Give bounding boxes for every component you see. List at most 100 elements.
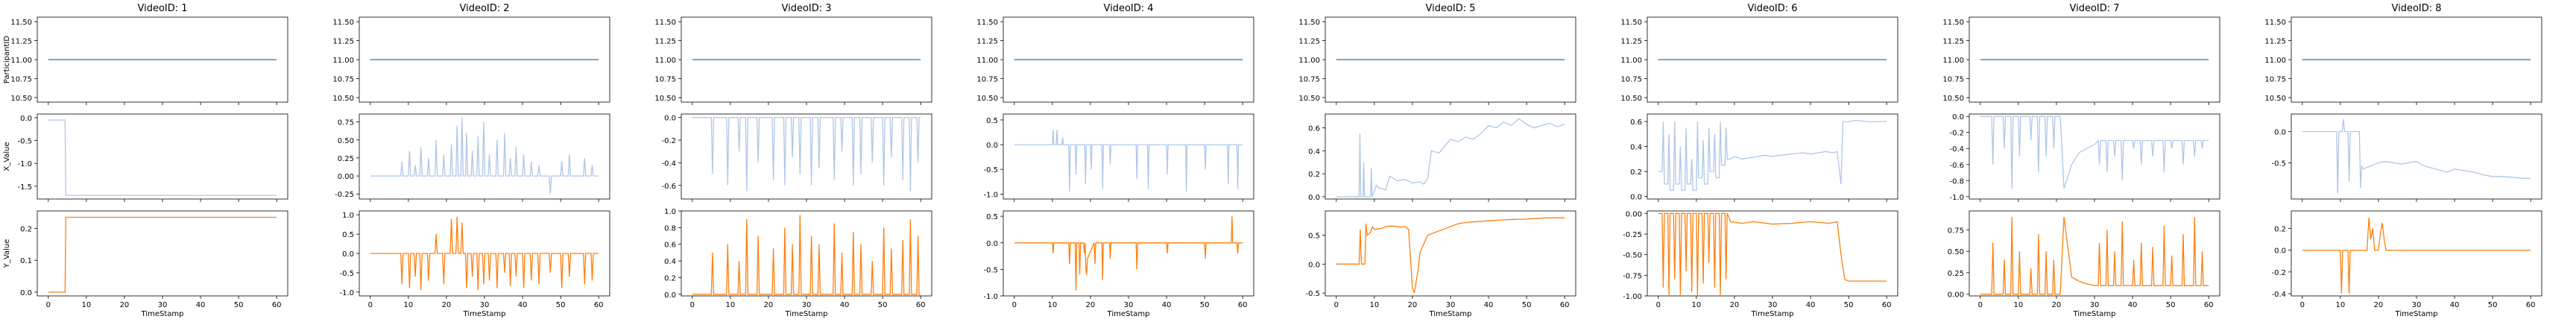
- x-tick-label: 60: [2526, 301, 2536, 309]
- subplot-column-7: VideoID: 7 10.50 10.75 11.00 11.25 11.50 -1.0 -…: [1942, 3, 2220, 318]
- subplot-title: VideoID: 3: [781, 3, 831, 14]
- series-line: [1980, 217, 2209, 295]
- subplot-column-1: VideoID: 1 10.50 10.75 11.00 11.25 11.50 Parti…: [3, 3, 288, 318]
- x-tick-label: 50: [1200, 301, 1210, 309]
- x-tick-label: 40: [840, 301, 850, 309]
- axes-frame: [681, 113, 932, 200]
- x-tick-label: 0: [690, 301, 695, 309]
- y-tick-label: 11.00: [1620, 57, 1642, 65]
- x-tick-label: 50: [1844, 301, 1854, 309]
- x-tick-label: 0: [368, 301, 373, 309]
- y-tick-label: 0.2: [2274, 225, 2286, 233]
- y-tick-label: 0.5: [986, 213, 998, 221]
- y-tick-label: 10.50: [332, 95, 354, 103]
- x-tick-label: 40: [1162, 301, 1172, 309]
- y-axis-label: Y_Value: [3, 239, 11, 269]
- y-tick-label: 0.0: [986, 240, 998, 248]
- y-tick-label: 11.50: [332, 19, 354, 27]
- axes-frame: [2291, 210, 2542, 297]
- y-tick-label: 11.00: [10, 57, 32, 65]
- y-tick-label: 11.25: [2264, 38, 2286, 46]
- x-tick-label: 50: [878, 301, 888, 309]
- y-tick-label: 10.75: [1298, 75, 1320, 83]
- y-tick-label: 11.25: [976, 38, 998, 46]
- y-tick-label: 11.25: [1620, 38, 1642, 46]
- subplot-column-5: VideoID: 5 10.50 10.75 11.00 11.25 11.50 0.0 0.…: [1298, 3, 1576, 318]
- y-tick-label: 0.00: [1948, 291, 1964, 300]
- series-line: [2302, 119, 2531, 195]
- y-tick-label: 0.6: [1630, 119, 1642, 127]
- y-tick-label: 0.75: [338, 119, 354, 127]
- y-tick-label: -0.4: [1949, 145, 1964, 154]
- x-axis-label: TimeStamp: [2073, 310, 2116, 318]
- subplot-column-2: VideoID: 2 10.50 10.75 11.00 11.25 11.50 -0.25…: [332, 3, 610, 318]
- y-tick-label: 0.4: [664, 258, 676, 266]
- y-tick-label: 11.25: [10, 38, 32, 46]
- series-line: [692, 215, 921, 295]
- y-tick-label: 10.75: [1942, 75, 1964, 83]
- x-tick-label: 0: [1012, 301, 1017, 309]
- y-tick-label: 10.50: [654, 95, 676, 103]
- y-tick-label: 0.6: [1308, 124, 1320, 133]
- y-tick-label: -0.4: [661, 160, 676, 168]
- y-tick-label: 10.75: [2264, 75, 2286, 83]
- y-tick-label: -1.0: [983, 293, 998, 301]
- x-tick-label: 40: [1484, 301, 1494, 309]
- y-tick-label: 10.75: [332, 75, 354, 83]
- series-line: [370, 116, 599, 195]
- y-tick-label: -0.5: [17, 138, 32, 146]
- x-tick-label: 20: [2374, 301, 2384, 309]
- y-tick-label: -0.5: [983, 266, 998, 274]
- x-tick-label: 10: [82, 301, 92, 309]
- series-line: [1336, 217, 1565, 294]
- x-tick-label: 20: [2052, 301, 2062, 309]
- x-tick-label: 40: [196, 301, 206, 309]
- y-tick-label: 11.00: [332, 57, 354, 65]
- y-tick-label: 11.00: [2264, 57, 2286, 65]
- y-tick-label: 0.25: [1948, 270, 1964, 278]
- y-tick-label: 11.50: [1942, 19, 1964, 27]
- x-tick-label: 60: [272, 301, 282, 309]
- x-tick-label: 0: [1334, 301, 1339, 309]
- y-tick-label: 1.0: [342, 212, 354, 220]
- y-tick-label: 10.50: [1298, 95, 1320, 103]
- y-tick-label: 0.0: [986, 142, 998, 150]
- x-tick-label: 60: [2204, 301, 2214, 309]
- y-tick-label: -0.25: [1623, 231, 1642, 239]
- y-tick-label: 0.50: [1948, 248, 1964, 256]
- subplot-title: VideoID: 1: [137, 3, 187, 14]
- y-tick-label: 10.75: [1620, 75, 1642, 83]
- subplot-title: VideoID: 4: [1103, 3, 1153, 14]
- y-tick-label: 11.00: [976, 57, 998, 65]
- y-tick-label: 11.25: [654, 38, 676, 46]
- axes-frame: [2291, 113, 2542, 200]
- y-tick-label: 0.0: [664, 291, 676, 300]
- y-tick-label: -0.2: [661, 137, 676, 145]
- x-tick-label: 40: [2128, 301, 2138, 309]
- x-axis-label: TimeStamp: [1429, 310, 1472, 318]
- y-tick-label: 10.75: [10, 75, 32, 83]
- y-tick-label: 0.5: [1308, 233, 1320, 241]
- x-tick-label: 10: [404, 301, 414, 309]
- y-tick-label: -0.5: [983, 166, 998, 174]
- axes-frame: [1969, 113, 2220, 200]
- x-tick-label: 10: [726, 301, 736, 309]
- y-tick-label: -0.25: [335, 191, 354, 199]
- y-tick-label: 10.50: [1942, 95, 1964, 103]
- x-axis-label: TimeStamp: [1107, 310, 1150, 318]
- x-tick-label: 30: [2090, 301, 2100, 309]
- y-tick-label: 11.25: [1942, 38, 1964, 46]
- series-line: [370, 216, 599, 291]
- y-tick-label: 0.0: [20, 289, 32, 297]
- subplot-title: VideoID: 5: [1425, 3, 1475, 14]
- x-tick-label: 30: [2412, 301, 2422, 309]
- y-tick-label: -1.5: [17, 183, 32, 192]
- series-line: [1658, 212, 1887, 296]
- series-line: [692, 116, 921, 192]
- y-tick-label: 0.0: [664, 115, 676, 123]
- axes-frame: [1003, 113, 1254, 200]
- y-tick-label: -0.50: [1623, 252, 1642, 260]
- subplot-column-3: VideoID: 3 10.50 10.75 11.00 11.25 11.50 -0.6 -…: [654, 3, 932, 318]
- y-tick-label: -1.0: [983, 191, 998, 199]
- y-tick-label: 0.0: [1308, 194, 1320, 202]
